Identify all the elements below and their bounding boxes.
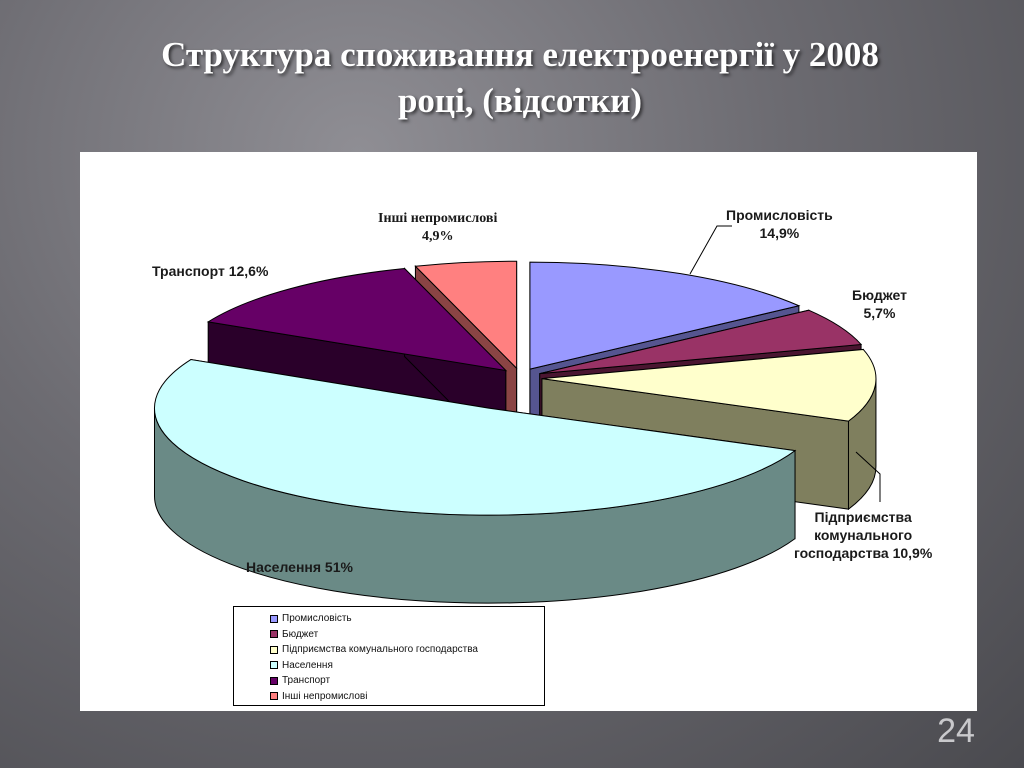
legend-swatch bbox=[270, 614, 278, 623]
label-communal: Підприємства комунального господарства 1… bbox=[794, 509, 933, 561]
chart-legend: Промисловість Бюджет Підприємства комуна… bbox=[233, 606, 545, 706]
chart-panel: Промисловість 14,9% Бюджет 5,7% Підприєм… bbox=[80, 152, 977, 711]
legend-item-budget: Бюджет bbox=[270, 627, 544, 643]
legend-item-other: Інші непромислові bbox=[270, 689, 544, 705]
slide-title-line-2: році, (відсотки) bbox=[397, 81, 643, 120]
page-number: 24 bbox=[937, 712, 975, 750]
legend-swatch bbox=[270, 692, 278, 701]
pie-slice-population bbox=[153, 358, 797, 604]
label-other: Інші непромислові 4,9% bbox=[378, 211, 498, 244]
legend-swatch bbox=[270, 630, 278, 639]
slice-top bbox=[414, 260, 518, 370]
slide-title-line-1: Структура споживання електроенергії у 20… bbox=[161, 35, 879, 74]
slice-top bbox=[529, 261, 801, 370]
pie-chart bbox=[153, 225, 881, 604]
slice-top bbox=[206, 267, 508, 372]
legend-swatch bbox=[270, 645, 278, 654]
slice-top bbox=[154, 359, 797, 516]
legend-swatch bbox=[270, 661, 278, 670]
label-industry: Промисловість 14,9% bbox=[726, 207, 833, 241]
legend-item-industry: Промисловість bbox=[270, 611, 544, 627]
leader-line-communal bbox=[855, 451, 881, 502]
label-budget: Бюджет 5,7% bbox=[852, 287, 907, 321]
slide-title: Структура споживання електроенергії у 20… bbox=[90, 32, 950, 124]
slice-top bbox=[539, 309, 863, 375]
legend-item-population: Населення bbox=[270, 658, 544, 674]
label-population: Населення 51% bbox=[246, 559, 353, 575]
legend-item-transport: Транспорт bbox=[270, 673, 544, 689]
label-transport: Транспорт 12,6% bbox=[152, 263, 269, 279]
legend-item-communal: Підприємства комунального господарства bbox=[270, 642, 544, 658]
slice-top bbox=[541, 348, 877, 422]
leader-line-industry bbox=[689, 225, 732, 275]
legend-swatch bbox=[270, 676, 278, 685]
